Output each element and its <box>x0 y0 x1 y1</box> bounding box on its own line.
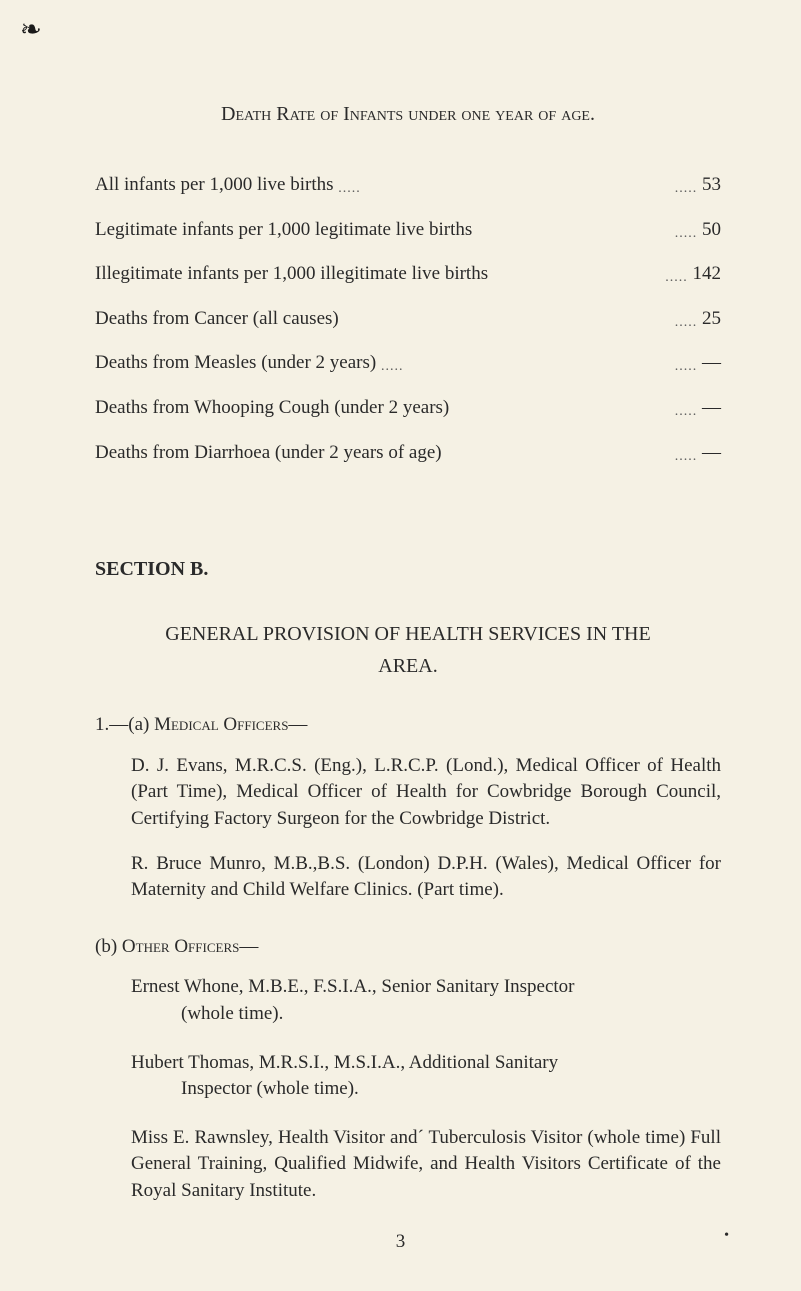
officer-line: Hubert Thomas, M.R.S.I., M.S.I.A., Addit… <box>131 1050 721 1077</box>
medical-officer-para: R. Bruce Munro, M.B.,B.S. (London) D.P.H… <box>131 851 721 904</box>
corner-glyph: ❧ <box>20 12 42 48</box>
stat-label: Deaths from Cancer (all causes) <box>95 308 339 329</box>
subhead-line1: GENERAL PROVISION OF HEALTH SERVICES IN … <box>165 623 650 645</box>
officer-line: (whole time). <box>131 1001 721 1028</box>
stat-value: 53 <box>702 174 721 195</box>
table-row: Illegitimate infants per 1,000 illegitim… <box>95 252 721 297</box>
leader-dots: ..... <box>675 449 698 464</box>
stat-value: 50 <box>702 219 721 240</box>
item-a-heading: 1.—(a) Medical Officers— <box>95 712 721 739</box>
item-b-heading: (b) Other Officers— <box>95 934 721 961</box>
medical-officer-para: D. J. Evans, M.R.C.S. (Eng.), L.R.C.P. (… <box>131 753 721 833</box>
officer-line: Inspector (whole time). <box>131 1076 721 1103</box>
stat-label: Deaths from Measles (under 2 years) <box>95 352 376 373</box>
leader-dots: ..... <box>381 359 404 374</box>
section-b-heading: SECTION B. <box>95 555 721 583</box>
item-prefix: (b) <box>95 936 122 957</box>
stat-label: Illegitimate infants per 1,000 illegitim… <box>95 263 488 284</box>
officer-line: Ernest Whone, M.B.E., F.S.I.A., Senior S… <box>131 974 721 1001</box>
leader-dots: ..... <box>338 181 361 196</box>
item-prefix: 1.—(a) <box>95 714 154 735</box>
table-row: All infants per 1,000 live births ..... … <box>95 163 721 208</box>
stat-value: 25 <box>702 308 721 329</box>
stat-value: — <box>702 352 721 373</box>
stat-label: Deaths from Diarrhoea (under 2 years of … <box>95 442 442 463</box>
item-heading-text: Medical Officers— <box>154 714 307 735</box>
page-number: 3 <box>0 1229 801 1256</box>
subhead-line2: AREA. <box>378 655 437 677</box>
leader-dots: ..... <box>675 226 698 241</box>
stat-value: — <box>702 442 721 463</box>
table-row: Deaths from Cancer (all causes) ..... 25 <box>95 297 721 342</box>
table-row: Deaths from Measles (under 2 years) ....… <box>95 341 721 386</box>
leader-dots: ..... <box>675 315 698 330</box>
table-row: Legitimate infants per 1,000 legitimate … <box>95 208 721 253</box>
stat-label: Deaths from Whooping Cough (under 2 year… <box>95 397 449 418</box>
leader-dots: ..... <box>675 404 698 419</box>
side-mark: • <box>724 1226 729 1246</box>
table-row: Deaths from Whooping Cough (under 2 year… <box>95 386 721 431</box>
stat-value: — <box>702 397 721 418</box>
officer-entry: Miss E. Rawnsley, Health Visitor and´ Tu… <box>131 1125 721 1205</box>
leader-dots: ..... <box>675 359 698 374</box>
stat-value: 142 <box>693 263 722 284</box>
table-row: Deaths from Diarrhoea (under 2 years of … <box>95 431 721 476</box>
death-rate-table: All infants per 1,000 live births ..... … <box>95 163 721 475</box>
leader-dots: ..... <box>665 270 688 285</box>
page-title: Death Rate of Infants under one year of … <box>95 100 721 128</box>
stat-label: Legitimate infants per 1,000 legitimate … <box>95 219 472 240</box>
officer-entry: Hubert Thomas, M.R.S.I., M.S.I.A., Addit… <box>131 1050 721 1103</box>
item-heading-text: Other Officers— <box>122 936 258 957</box>
stat-label: All infants per 1,000 live births <box>95 174 334 195</box>
officer-entry: Ernest Whone, M.B.E., F.S.I.A., Senior S… <box>131 974 721 1027</box>
section-b-subheading: GENERAL PROVISION OF HEALTH SERVICES IN … <box>95 618 721 682</box>
leader-dots: ..... <box>675 181 698 196</box>
